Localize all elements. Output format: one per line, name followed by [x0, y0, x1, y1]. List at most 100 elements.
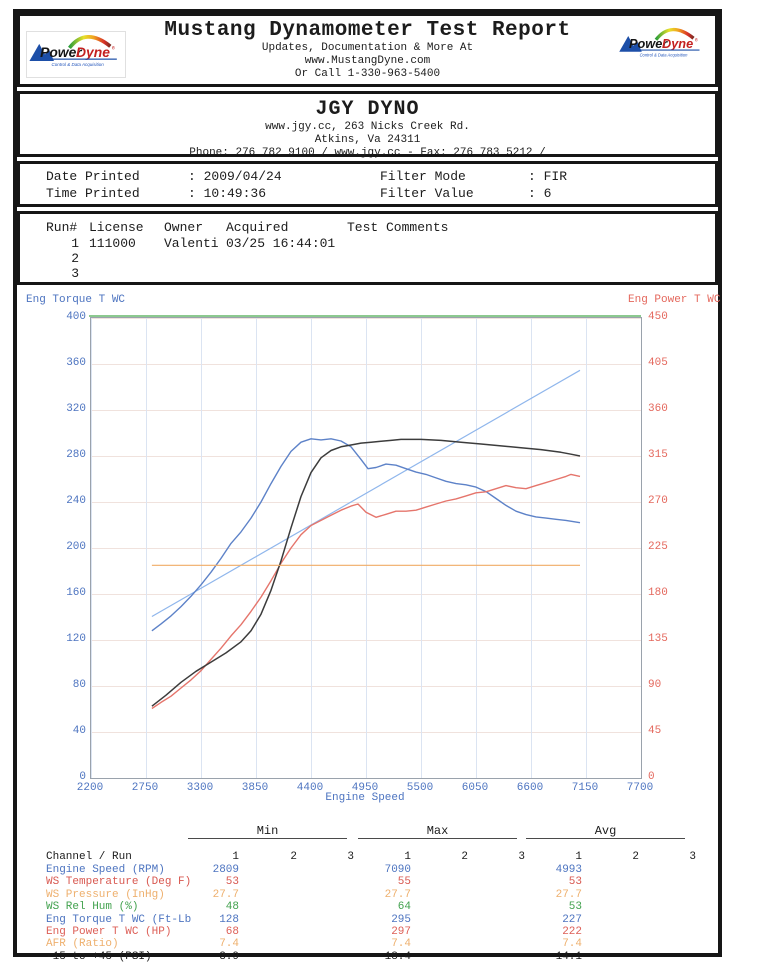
tick-l-label: 0	[79, 771, 86, 783]
run-col-header: Run#	[46, 220, 78, 235]
run-number: 1	[71, 236, 79, 251]
logo-tagline: Control & Data Acquisition	[52, 62, 105, 67]
tick-x-label: 2750	[131, 782, 159, 794]
left-axis-title: Eng Torque T WC	[26, 294, 126, 306]
humidity-clipped-top-line	[89, 315, 641, 317]
tick-r-label: 360	[648, 403, 668, 415]
channel-row-label: WS Rel Hum (%)	[46, 901, 139, 914]
tick-x-label: 4400	[296, 782, 324, 794]
tick-l-label: 360	[66, 357, 86, 369]
mountain-icon	[29, 43, 54, 61]
channel-max-value: 7.4	[391, 938, 411, 951]
channel-max-value: 7090	[384, 864, 411, 876]
channel-row-label: Engine Speed (RPM)	[46, 864, 165, 876]
logo-brand-right: Dyne	[662, 36, 693, 51]
eng-power-curve	[151, 473, 581, 710]
tick-r-label: 270	[648, 495, 668, 507]
rainbow-arc-icon	[68, 35, 112, 50]
channel-max-value: 295	[391, 913, 411, 926]
channel-avg-value: 53	[568, 876, 582, 889]
run-col-header: 1	[575, 851, 582, 863]
channel-avg-value: 7.4	[562, 938, 582, 951]
tick-r-label: 45	[648, 725, 662, 737]
avg-rule	[526, 838, 685, 839]
channel-max-value: 55	[397, 876, 411, 889]
tick-x-label: 2200	[76, 782, 104, 794]
tick-x-label: 7700	[626, 782, 654, 794]
channel-row-label: WS Pressure (InHg)	[46, 888, 165, 901]
tick-r-label: 405	[648, 357, 668, 369]
tick-l-label: 160	[66, 587, 86, 599]
run-col-header: 3	[518, 851, 525, 863]
channel-row-label: AFR (Ratio)	[46, 938, 119, 951]
x-axis-title: Engine Speed	[325, 792, 405, 804]
channel-avg-value: 53	[568, 901, 582, 914]
filter-mode-label: Filter Mode	[380, 169, 466, 184]
mountain-icon	[619, 36, 642, 52]
channel-avg-value: 27.7	[555, 888, 582, 901]
registered-mark: ®	[695, 36, 698, 43]
channel-avg-value: 4993	[555, 864, 582, 876]
tick-x-label: 4950	[351, 782, 379, 794]
owner-col-header: Owner	[164, 220, 204, 235]
tick-r-label: 450	[648, 311, 668, 323]
channel-max-value: 27.7	[384, 888, 411, 901]
run-number: 2	[71, 251, 79, 266]
min-group-header: Min	[256, 824, 279, 838]
channel-min-value: 7.4	[219, 938, 239, 951]
tick-l-label: 80	[72, 679, 86, 691]
tick-x-label: 3300	[186, 782, 214, 794]
report-header: Power Dyne ® Control & Data Acquisition …	[17, 13, 718, 87]
tick-r-label: 0	[648, 771, 655, 783]
tick-x-label: 7150	[571, 782, 599, 794]
channel-avg-value: 227	[562, 913, 582, 926]
powerdyne-logo-right: Power Dyne ® Control & Data Acquisition	[617, 25, 707, 67]
tick-r-label: 225	[648, 541, 668, 553]
channel-min-value: 128	[219, 913, 239, 926]
shop-address: www.jgy.cc, 263 Nicks Creek Rd.	[265, 121, 470, 133]
logo-underline	[41, 58, 117, 60]
boost-psi-curve	[151, 438, 581, 707]
channel-row-label: WS Temperature (Deg F)	[46, 876, 192, 889]
tick-r-label: 90	[648, 679, 662, 691]
acquired-col-header: Acquired	[226, 220, 289, 235]
run-number: 3	[71, 266, 79, 281]
report-phone: Or Call 1-330-963-5400	[294, 68, 441, 80]
run-list-box: Run# License Owner Acquired Test Comment…	[17, 211, 718, 285]
logo-brand-right: Dyne	[76, 44, 110, 60]
tick-l-label: 200	[66, 541, 86, 553]
run-owner: Valenti	[164, 236, 219, 251]
tick-r-label: 135	[648, 633, 668, 645]
registered-mark: ®	[112, 45, 115, 52]
channel-min-value: 68	[225, 926, 239, 938]
run-acquired: 03/25 16:44:01	[226, 236, 336, 251]
min-rule	[188, 838, 347, 839]
page-border	[13, 9, 722, 957]
channel-min-value: 48	[225, 901, 239, 914]
right-axis-title: Eng Power T WC	[628, 294, 721, 306]
run-col-header: 2	[290, 851, 297, 863]
channel-row-label: -15 to +45 (PSI)	[46, 950, 152, 963]
filter-mode-value: : FIR	[528, 169, 568, 184]
date-printed-label: Date Printed	[46, 169, 140, 184]
max-group-header: Max	[426, 824, 449, 838]
shop-city: Atkins, Va 24311	[314, 134, 421, 146]
eng-torque-curve	[151, 438, 581, 632]
avg-group-header: Avg	[594, 824, 617, 838]
run-license: 111000	[89, 236, 136, 251]
report-subtitle: Updates, Documentation & More At	[261, 42, 474, 54]
filter-value-value: : 6	[528, 186, 552, 201]
tick-x-label: 6050	[461, 782, 489, 794]
time-printed-value: : 10:49:36	[188, 186, 267, 201]
tick-l-label: 40	[72, 725, 86, 737]
channel-min-value: 2809	[212, 864, 239, 876]
channel-max-value: 18.4	[384, 950, 411, 963]
tick-x-label: 6600	[516, 782, 544, 794]
channel-row-label: Eng Torque T WC (Ft-Lb	[46, 913, 192, 926]
filter-value-label: Filter Value	[380, 186, 474, 201]
channel-max-value: 297	[391, 926, 411, 938]
print-info-box: Date Printed : 2009/04/24 Time Printed :…	[17, 161, 718, 207]
report-website: www.MustangDyne.com	[304, 55, 431, 67]
logo-brand-left: Power	[629, 36, 668, 51]
